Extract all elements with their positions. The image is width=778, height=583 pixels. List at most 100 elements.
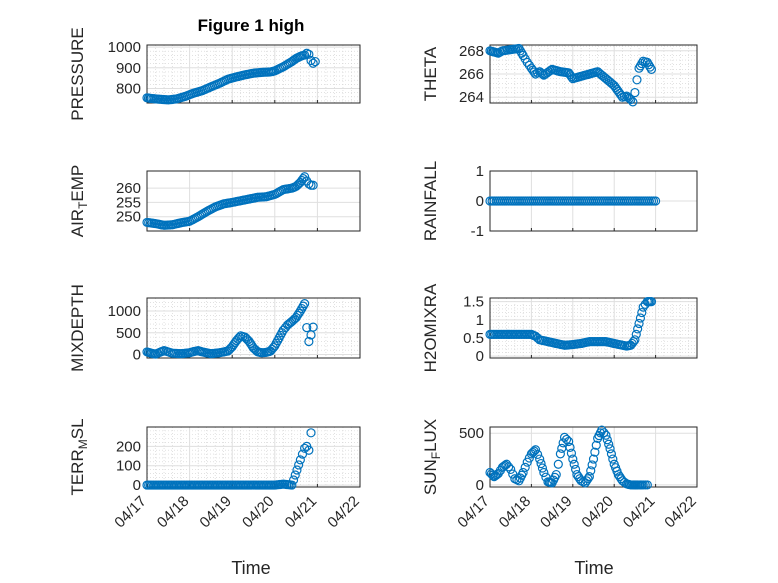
data-point [599, 428, 609, 438]
data-point [646, 64, 657, 74]
y-tick-label: 264 [459, 89, 484, 106]
y-axis-label: PRESSURE [68, 27, 87, 121]
data-point [564, 436, 574, 447]
y-tick-label: 1.5 [463, 294, 484, 311]
data-point [626, 94, 636, 105]
data-point [551, 469, 561, 480]
x-tick-label: 04/20 [239, 493, 278, 532]
axes-border [146, 170, 361, 232]
y-tick-label: 100 [116, 458, 141, 475]
data-point [234, 332, 244, 343]
data-point [530, 445, 541, 455]
data-point [635, 313, 646, 323]
y-tick-label: 0 [476, 193, 484, 210]
data-point [588, 454, 599, 464]
data-point [633, 324, 643, 334]
axes-border [489, 44, 698, 104]
y-tick-label: 1000 [108, 303, 141, 320]
axes-border [146, 44, 361, 104]
x-tick-label: 04/18 [154, 493, 193, 532]
data-point [533, 449, 543, 460]
y-tick-label: 250 [116, 209, 141, 226]
data-point [587, 460, 597, 470]
data-point [504, 462, 514, 472]
data-point [528, 447, 538, 458]
y-tick-label: -1 [471, 223, 484, 240]
data-point [300, 172, 310, 182]
y-tick-label: 200 [116, 438, 141, 455]
x-tick-label: 04/21 [620, 493, 659, 532]
y-tick-label: 1000 [108, 39, 141, 56]
data-point [583, 474, 593, 484]
y-axis-label: AIRTEMP [68, 165, 90, 238]
data-point [306, 55, 316, 66]
data-point [584, 472, 594, 482]
data-point [520, 462, 530, 472]
x-tick-label: 04/22 [324, 493, 363, 532]
data-point [537, 463, 548, 473]
y-tick-label: 0 [133, 477, 141, 494]
data-point [287, 480, 297, 490]
data-point [294, 460, 304, 470]
data-point [642, 57, 652, 68]
data-point [569, 459, 579, 469]
data-point [645, 62, 655, 72]
x-axis-label-right: Time [574, 558, 613, 578]
data-point [634, 318, 644, 329]
data-point [300, 443, 310, 453]
data-point [628, 97, 638, 107]
data-point [623, 92, 633, 102]
data-point [294, 308, 304, 318]
data-point [630, 335, 640, 345]
data-point [297, 303, 307, 314]
x-axis-label-left: Time [231, 558, 270, 578]
y-tick-label: 1 [476, 163, 484, 180]
y-tick-label: 0.5 [463, 330, 484, 347]
data-point [295, 455, 305, 465]
data-point [298, 301, 308, 311]
data-point [536, 458, 546, 469]
data-point [604, 439, 614, 449]
data-point [490, 471, 501, 481]
x-tick-label: 04/19 [196, 493, 235, 532]
data-point [304, 179, 314, 189]
data-point [602, 435, 612, 445]
y-tick-label: 1 [476, 312, 484, 329]
y-axis-label: RAINFALL [421, 161, 440, 241]
data-point [605, 444, 615, 454]
data-point [310, 56, 320, 67]
y-tick-label: 500 [116, 325, 141, 342]
data-point [308, 322, 318, 332]
y-tick-label: 0 [133, 347, 141, 364]
data-point [606, 449, 617, 459]
x-tick-label: 04/17 [454, 493, 493, 532]
x-tick-label: 04/19 [537, 493, 576, 532]
subplot-6: 00.511.5 H2OMIXRA [421, 283, 698, 372]
data-point [292, 465, 302, 475]
data-point [630, 87, 640, 98]
data-point [590, 447, 600, 457]
x-tick-label: 04/21 [282, 493, 321, 532]
data-point [555, 449, 565, 459]
data-point [518, 467, 528, 478]
y-tick-label: 0 [476, 348, 484, 365]
x-tick-label: 04/17 [111, 493, 150, 532]
data-point [304, 49, 314, 59]
data-point [568, 454, 578, 464]
y-axis-label: THETA [421, 46, 440, 101]
subplot-8: 0 500 04/17 04/18 04/19 04/20 04/21 04/22 SUNFLU… [421, 419, 700, 532]
data-point [537, 69, 548, 79]
data-point [304, 445, 314, 455]
data-point [300, 299, 310, 309]
y-axis-label: H2OMIXRA [421, 283, 440, 372]
data-point [586, 466, 596, 476]
data-point [529, 67, 539, 77]
data-point [506, 464, 516, 475]
data-point [535, 454, 545, 464]
subplot-2: 264 266 268 THETA [421, 43, 698, 107]
subplot-5: 0 500 1000 MIXDEPTH [68, 284, 361, 372]
y-axis-label: MIXDEPTH [68, 284, 87, 372]
